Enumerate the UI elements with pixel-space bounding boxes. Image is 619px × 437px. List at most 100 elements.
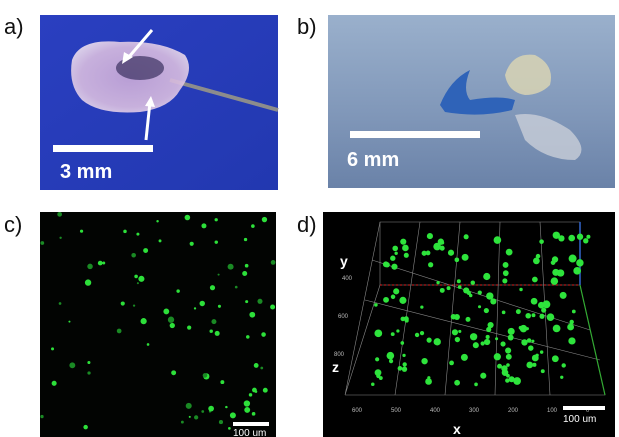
axis-label: z: [332, 359, 339, 375]
cell: [185, 215, 191, 221]
cell: [68, 321, 70, 323]
cell: [458, 330, 461, 333]
cell: [133, 304, 135, 306]
cell: [568, 235, 575, 242]
cell: [57, 212, 62, 217]
cell: [171, 370, 176, 375]
cell: [394, 252, 397, 255]
cell: [131, 253, 136, 258]
cell: [375, 357, 379, 361]
cell: [455, 337, 460, 342]
scale-label: 3 mm: [60, 161, 112, 183]
cell: [141, 318, 147, 324]
tick-label: 500: [391, 408, 402, 414]
cell: [464, 234, 469, 239]
cell: [531, 298, 538, 305]
cell: [525, 313, 531, 319]
cell: [400, 239, 406, 245]
cell: [506, 249, 513, 256]
cell: [421, 358, 427, 364]
cell: [98, 261, 103, 266]
cell: [225, 406, 227, 408]
cell: [134, 275, 138, 279]
cell: [519, 288, 522, 291]
cell: [194, 307, 196, 309]
axis-label: x: [453, 421, 461, 437]
scale-label: 100 um: [563, 414, 596, 425]
cell: [415, 333, 419, 337]
cell: [558, 235, 564, 241]
cell: [244, 407, 250, 413]
cell: [420, 306, 423, 309]
scale-bar: [563, 406, 605, 410]
cell: [427, 233, 433, 239]
cell: [383, 297, 389, 303]
cell: [480, 373, 486, 379]
cell: [392, 246, 398, 252]
cell: [249, 312, 255, 318]
cell: [448, 250, 454, 256]
cell: [494, 353, 501, 360]
cell: [252, 388, 257, 393]
figure: a) 3 mm b) 6 mm c) 100 um d) 60050040030…: [0, 0, 619, 437]
cell: [143, 248, 148, 253]
cell: [486, 327, 491, 332]
cell: [577, 234, 583, 240]
cell: [242, 271, 247, 276]
cell: [203, 373, 208, 378]
cell: [211, 319, 216, 324]
cell: [551, 260, 556, 265]
cell: [494, 236, 502, 244]
cell: [220, 380, 224, 384]
cell: [371, 382, 375, 386]
cell: [159, 239, 162, 242]
cell: [547, 313, 555, 321]
cell: [528, 345, 533, 350]
cell: [393, 288, 399, 294]
cell: [484, 339, 490, 345]
cell: [208, 406, 214, 412]
cell: [402, 362, 406, 366]
cell: [526, 327, 529, 330]
cell: [230, 412, 236, 418]
cell: [449, 361, 454, 366]
cell: [455, 258, 460, 263]
cell: [506, 374, 510, 378]
cell: [40, 241, 44, 245]
cell: [245, 264, 249, 268]
cell: [83, 425, 87, 429]
cell: [228, 264, 234, 270]
cell: [551, 277, 558, 284]
tick-label: 800: [334, 352, 345, 358]
cell: [396, 329, 399, 332]
cell: [245, 300, 248, 303]
cell: [495, 337, 498, 340]
cell: [404, 316, 409, 321]
cell: [540, 350, 543, 353]
cell: [69, 362, 75, 368]
cell: [573, 267, 581, 275]
cell: [51, 347, 54, 350]
cell: [420, 331, 424, 335]
tick-label: 400: [342, 276, 353, 282]
tick-label: 400: [430, 408, 441, 414]
cell: [59, 302, 62, 305]
cell: [376, 374, 380, 378]
cell: [398, 366, 403, 371]
cell: [557, 269, 564, 276]
cell: [560, 376, 563, 379]
cell: [271, 260, 276, 265]
cell: [434, 338, 441, 345]
cell: [261, 332, 266, 337]
cell: [186, 403, 192, 409]
cell: [123, 230, 127, 234]
panel-label: b): [297, 14, 317, 39]
cell: [474, 383, 478, 387]
cell: [436, 281, 439, 284]
cell: [568, 337, 575, 344]
cell: [270, 304, 275, 309]
cell: [490, 298, 496, 304]
cell: [532, 313, 536, 317]
cell: [526, 362, 533, 369]
cell: [539, 239, 544, 244]
